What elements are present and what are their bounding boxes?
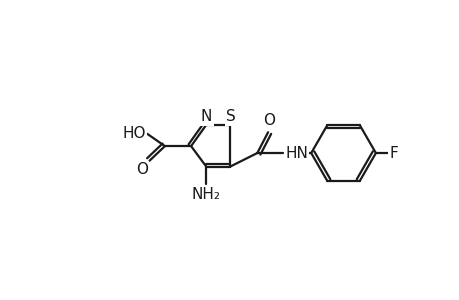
Text: NH₂: NH₂ [191,187,220,202]
Text: HN: HN [285,146,307,160]
Text: HO: HO [122,126,146,141]
Text: F: F [389,146,397,160]
Text: O: O [262,112,274,128]
Text: S: S [226,109,235,124]
Text: O: O [136,162,148,177]
Text: N: N [201,109,212,124]
